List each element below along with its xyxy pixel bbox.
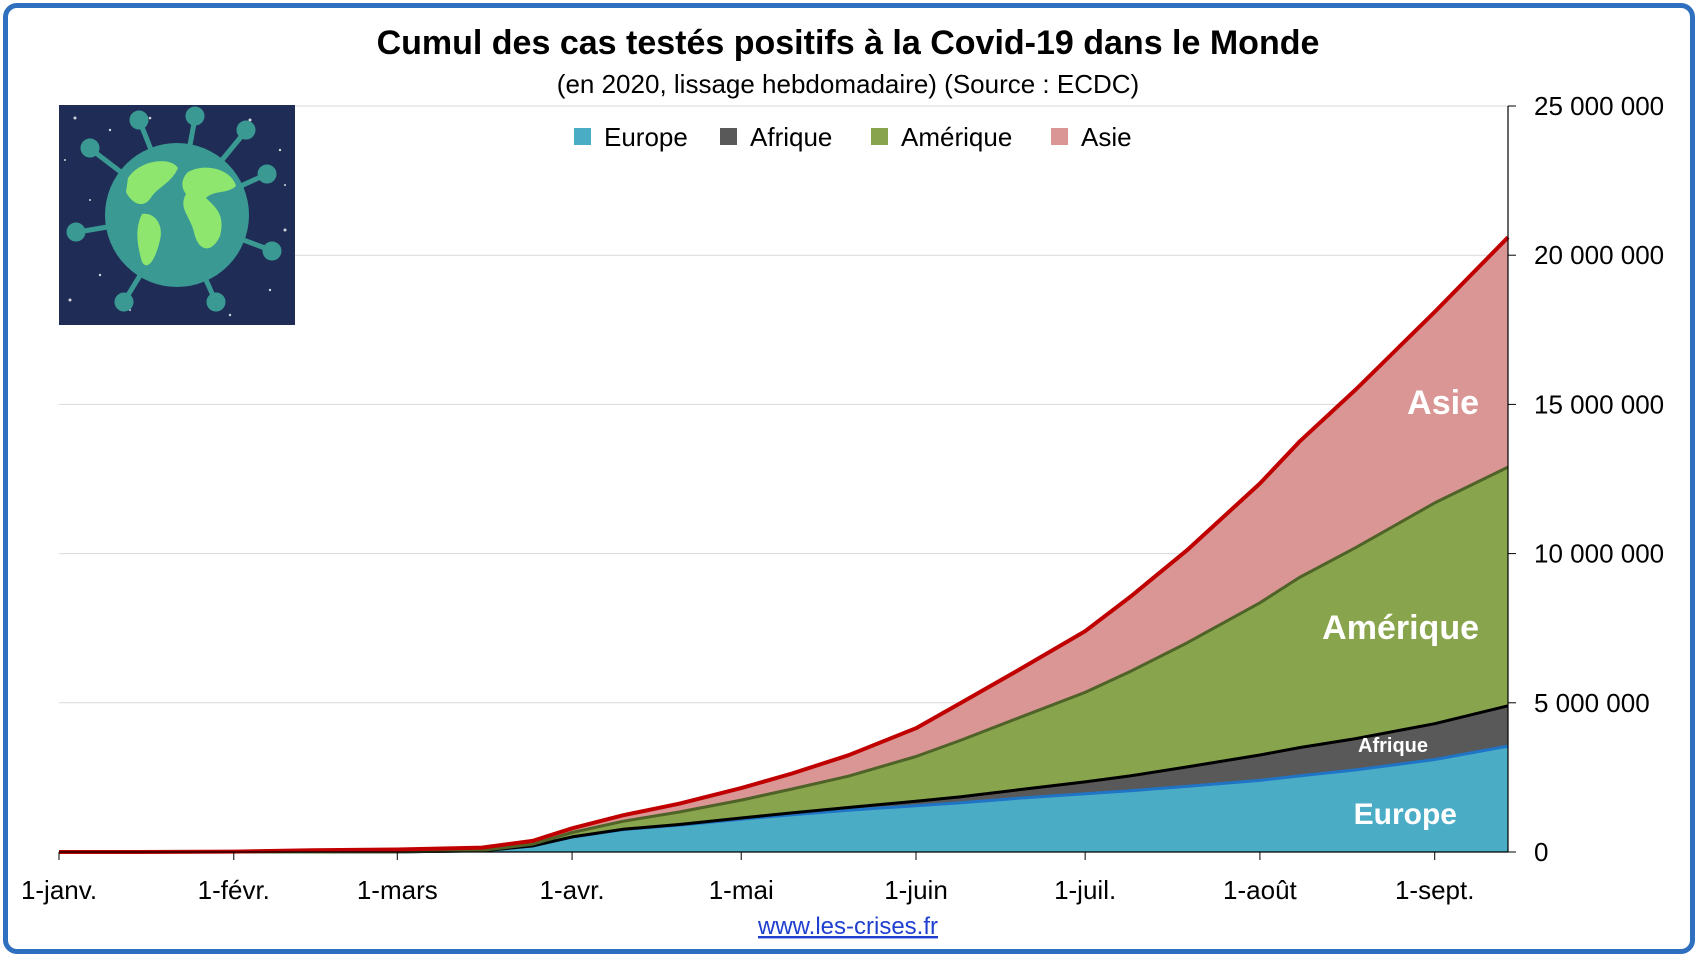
legend-swatch-amerique [871,128,888,145]
y-tick-label: 25 000 000 [1534,91,1664,121]
legend-swatch-europe [574,128,591,145]
y-tick-label: 15 000 000 [1534,389,1664,419]
legend-label-europe: Europe [604,122,688,152]
area-label-europe: Europe [1354,798,1457,831]
legend-swatch-afrique [720,128,737,145]
legend: Europe Afrique Amérique Asie [574,122,1132,152]
area-amerique [59,467,1508,852]
legend-label-asie: Asie [1081,122,1132,152]
area-asie [59,237,1508,853]
axes [58,105,1516,860]
x-tick-label: 1-mai [709,875,774,905]
x-tick-label: 1-août [1223,875,1297,905]
area-label-amérique: Amérique [1322,609,1479,647]
x-tick-label: 1-juin [884,875,948,905]
legend-label-amerique: Amérique [901,122,1012,152]
y-tick-label: 0 [1534,837,1548,867]
y-tick-labels: 0 5 000 000 10 000 000 15 000 000 20 000 000… [1534,91,1664,867]
line-asie [59,235,1510,854]
x-tick-label: 1-janv. [21,875,97,905]
x-tick-label: 1-juil. [1054,875,1116,905]
y-tick-label: 10 000 000 [1534,539,1664,569]
chart-subtitle: (en 2020, lissage hebdomadaire) (Source … [557,69,1139,99]
x-tick-label: 1-avr. [540,875,605,905]
area-labels: Asie Amérique Afrique Europe [1322,384,1479,831]
y-tick-label: 20 000 000 [1534,240,1664,270]
legend-label-afrique: Afrique [750,122,832,152]
x-tick-label: 1-mars [357,875,438,905]
x-tick-label: 1-sept. [1395,875,1475,905]
y-tick-label: 5 000 000 [1534,688,1650,718]
stacked-areas [59,237,1508,853]
globe-virus-icon [59,105,295,325]
area-label-afrique: Afrique [1358,735,1428,757]
x-tick-label: 1-févr. [198,875,270,905]
chart-title: Cumul des cas testés positifs à la Covid… [377,24,1320,62]
source-link[interactable]: www.les-crises.fr [757,913,938,940]
area-afrique [59,705,1508,852]
x-tick-labels: 1-janv. 1-févr. 1-mars 1-avr. 1-mai 1-juin 1-j… [21,875,1475,905]
area-europe [59,746,1508,852]
area-label-asie: Asie [1407,384,1479,422]
legend-swatch-asie [1051,128,1068,145]
